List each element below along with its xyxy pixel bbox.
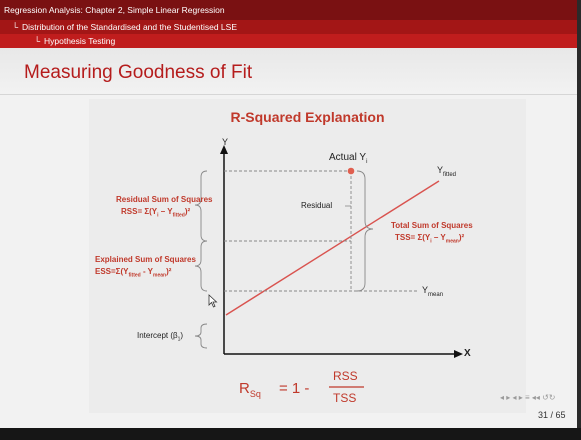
- rsq-equals: = 1 -: [279, 380, 309, 397]
- page-number: 31 / 65: [538, 410, 566, 420]
- intercept-label-end: ): [180, 331, 183, 340]
- actual-point: [348, 168, 355, 175]
- tss-formula-end: )²: [459, 233, 464, 242]
- slide-title: Measuring Goodness of Fit: [24, 62, 252, 84]
- x-axis-arrow-icon: [454, 350, 463, 358]
- x-axis-label: X: [464, 348, 471, 359]
- tss-title: Total Sum of Squares: [391, 221, 473, 230]
- tss-formula-main: TSS= Σ(Y: [395, 233, 430, 242]
- rsq-symbol-sub: Sq: [250, 389, 261, 399]
- header-chapter-bar: Regression Analysis: Chapter 2, Simple L…: [0, 0, 577, 20]
- tree-connector-icon: └: [34, 34, 40, 48]
- ess-formula-sub2: mean: [153, 273, 166, 279]
- rss-formula-main: RSS= Σ(Y: [121, 207, 157, 216]
- residual-label: Residual: [301, 201, 332, 210]
- actual-label: Actual Yi: [329, 152, 367, 165]
- actual-label-text: Actual Y: [329, 152, 366, 163]
- rsq-symbol-text: R: [239, 380, 250, 397]
- mean-label: Ymean: [422, 285, 443, 298]
- mean-label-sub: mean: [428, 292, 443, 298]
- rss-formula: RSS= Σ(Yi – Yfitted)²: [121, 207, 190, 219]
- right-edge: [577, 0, 581, 428]
- y-axis-label: Y: [222, 137, 228, 147]
- tss-formula-sub2: mean: [446, 239, 459, 245]
- bottom-edge: [0, 428, 581, 440]
- r-squared-diagram: R-Squared Explanation: [89, 99, 526, 413]
- slide: Regression Analysis: Chapter 2, Simple L…: [0, 0, 577, 428]
- intercept-label: Intercept (β1): [137, 331, 183, 343]
- ess-formula-end: )²: [166, 267, 171, 276]
- ess-formula: ESS=Σ(Yfitted - Ymean)²: [95, 267, 171, 279]
- rss-formula-sub2: fitted: [173, 213, 185, 219]
- rsq-numerator: RSS: [333, 369, 358, 383]
- rss-formula-end: )²: [185, 207, 190, 216]
- ess-title: Explained Sum of Squares: [95, 255, 196, 264]
- fitted-line: [226, 181, 439, 315]
- intercept-label-text: Intercept (β: [137, 331, 178, 340]
- beamer-navigation[interactable]: ◂ ▸ ◂ ▸ ≡ ◂◂ ↺↻: [500, 393, 556, 402]
- tss-formula: TSS= Σ(Yi – Ymean)²: [395, 233, 464, 245]
- intercept-brace: [195, 324, 207, 348]
- actual-label-sub: i: [366, 159, 367, 165]
- fitted-label-sub: fitted: [443, 172, 456, 178]
- ess-formula-main: ESS=Σ(Y: [95, 267, 128, 276]
- rsq-symbol: RSq: [239, 380, 261, 399]
- header-chapter[interactable]: Regression Analysis: Chapter 2, Simple L…: [4, 0, 225, 20]
- header-section[interactable]: Distribution of the Standardised and the…: [22, 20, 237, 34]
- header-subsection[interactable]: Hypothesis Testing: [44, 34, 115, 48]
- ess-formula-mid: - Y: [141, 267, 153, 276]
- mouse-cursor-icon: [208, 294, 218, 308]
- tss-formula-mid: – Y: [432, 233, 446, 242]
- rsq-denominator: TSS: [333, 391, 356, 405]
- fitted-label: Yfitted: [437, 165, 456, 178]
- rss-brace: [195, 171, 207, 241]
- rss-title: Residual Sum of Squares: [116, 195, 212, 204]
- header-section-bar: └ Distribution of the Standardised and t…: [0, 20, 577, 34]
- header-subsection-bar: └ Hypothesis Testing: [0, 34, 577, 48]
- tree-connector-icon: └: [12, 20, 18, 34]
- rss-formula-mid: – Y: [159, 207, 173, 216]
- ess-formula-sub1: fitted: [128, 273, 140, 279]
- ess-brace: [195, 241, 207, 291]
